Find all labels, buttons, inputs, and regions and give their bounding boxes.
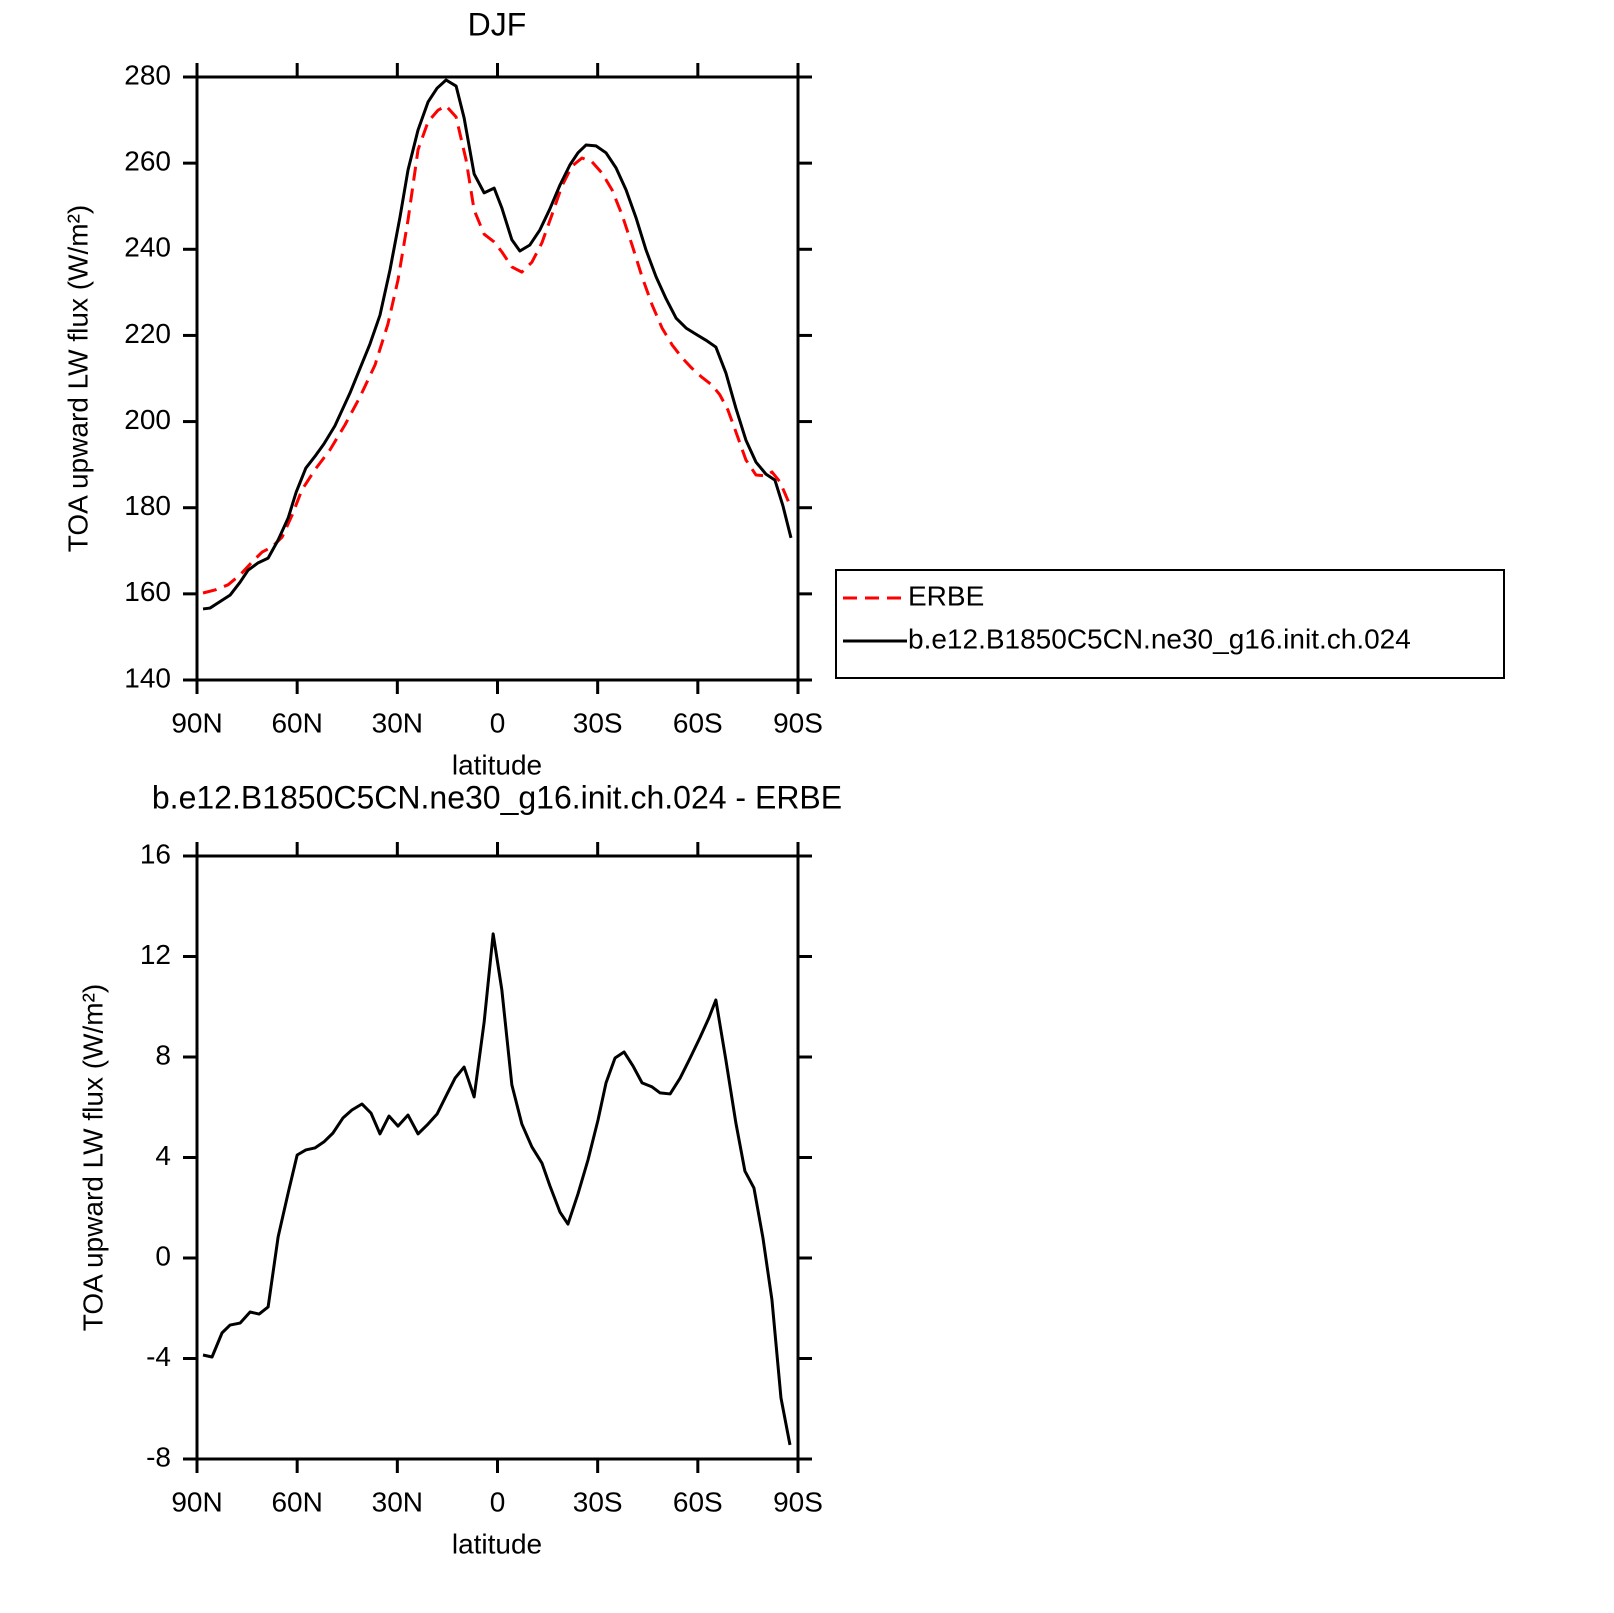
x-tick-label: 90N bbox=[171, 707, 222, 738]
x-axis-label: latitude bbox=[452, 749, 542, 780]
y-tick-label: -8 bbox=[146, 1441, 171, 1472]
y-tick-label: 260 bbox=[124, 146, 171, 177]
x-axis-label: latitude bbox=[452, 1528, 542, 1559]
x-tick-label: 0 bbox=[490, 707, 506, 738]
x-tick-label: 30N bbox=[372, 707, 423, 738]
y-tick-label: 180 bbox=[124, 490, 171, 521]
x-tick-label: 90S bbox=[773, 1486, 823, 1517]
y-tick-label: 200 bbox=[124, 404, 171, 435]
x-tick-label: 30N bbox=[372, 1486, 423, 1517]
chart-title: DJF bbox=[468, 6, 527, 42]
y-tick-label: -4 bbox=[146, 1341, 171, 1372]
y-tick-label: 220 bbox=[124, 318, 171, 349]
y-tick-label: 240 bbox=[124, 232, 171, 263]
x-tick-label: 60S bbox=[673, 707, 723, 738]
x-tick-label: 0 bbox=[490, 1486, 506, 1517]
x-tick-label: 90S bbox=[773, 707, 823, 738]
x-tick-label: 30S bbox=[573, 1486, 623, 1517]
x-tick-label: 60N bbox=[271, 707, 322, 738]
y-tick-label: 8 bbox=[155, 1039, 171, 1070]
legend-label: ERBE bbox=[908, 580, 984, 611]
x-tick-label: 30S bbox=[573, 707, 623, 738]
y-tick-label: 0 bbox=[155, 1240, 171, 1271]
data-line bbox=[202, 78, 793, 611]
y-tick-label: 12 bbox=[140, 939, 171, 970]
y-tick-label: 16 bbox=[140, 838, 171, 869]
legend-label: b.e12.B1850C5CN.ne30_g16.init.ch.024 bbox=[908, 623, 1411, 654]
legend-box bbox=[835, 569, 1505, 679]
plot-frame bbox=[195, 75, 800, 682]
y-tick-label: 280 bbox=[124, 59, 171, 90]
data-line bbox=[202, 932, 792, 1446]
x-tick-label: 60S bbox=[673, 1486, 723, 1517]
y-tick-label: 160 bbox=[124, 576, 171, 607]
y-tick-label: 4 bbox=[155, 1140, 171, 1171]
plot-frame bbox=[195, 854, 800, 1461]
y-tick-label: 140 bbox=[124, 662, 171, 693]
y-axis-label: TOA upward LW flux (W/m²) bbox=[62, 205, 93, 552]
y-axis-label: TOA upward LW flux (W/m²) bbox=[77, 984, 108, 1331]
x-tick-label: 90N bbox=[171, 1486, 222, 1517]
data-line bbox=[202, 104, 792, 595]
x-tick-label: 60N bbox=[271, 1486, 322, 1517]
chart-title: b.e12.B1850C5CN.ne30_g16.init.ch.024 - E… bbox=[152, 779, 842, 815]
